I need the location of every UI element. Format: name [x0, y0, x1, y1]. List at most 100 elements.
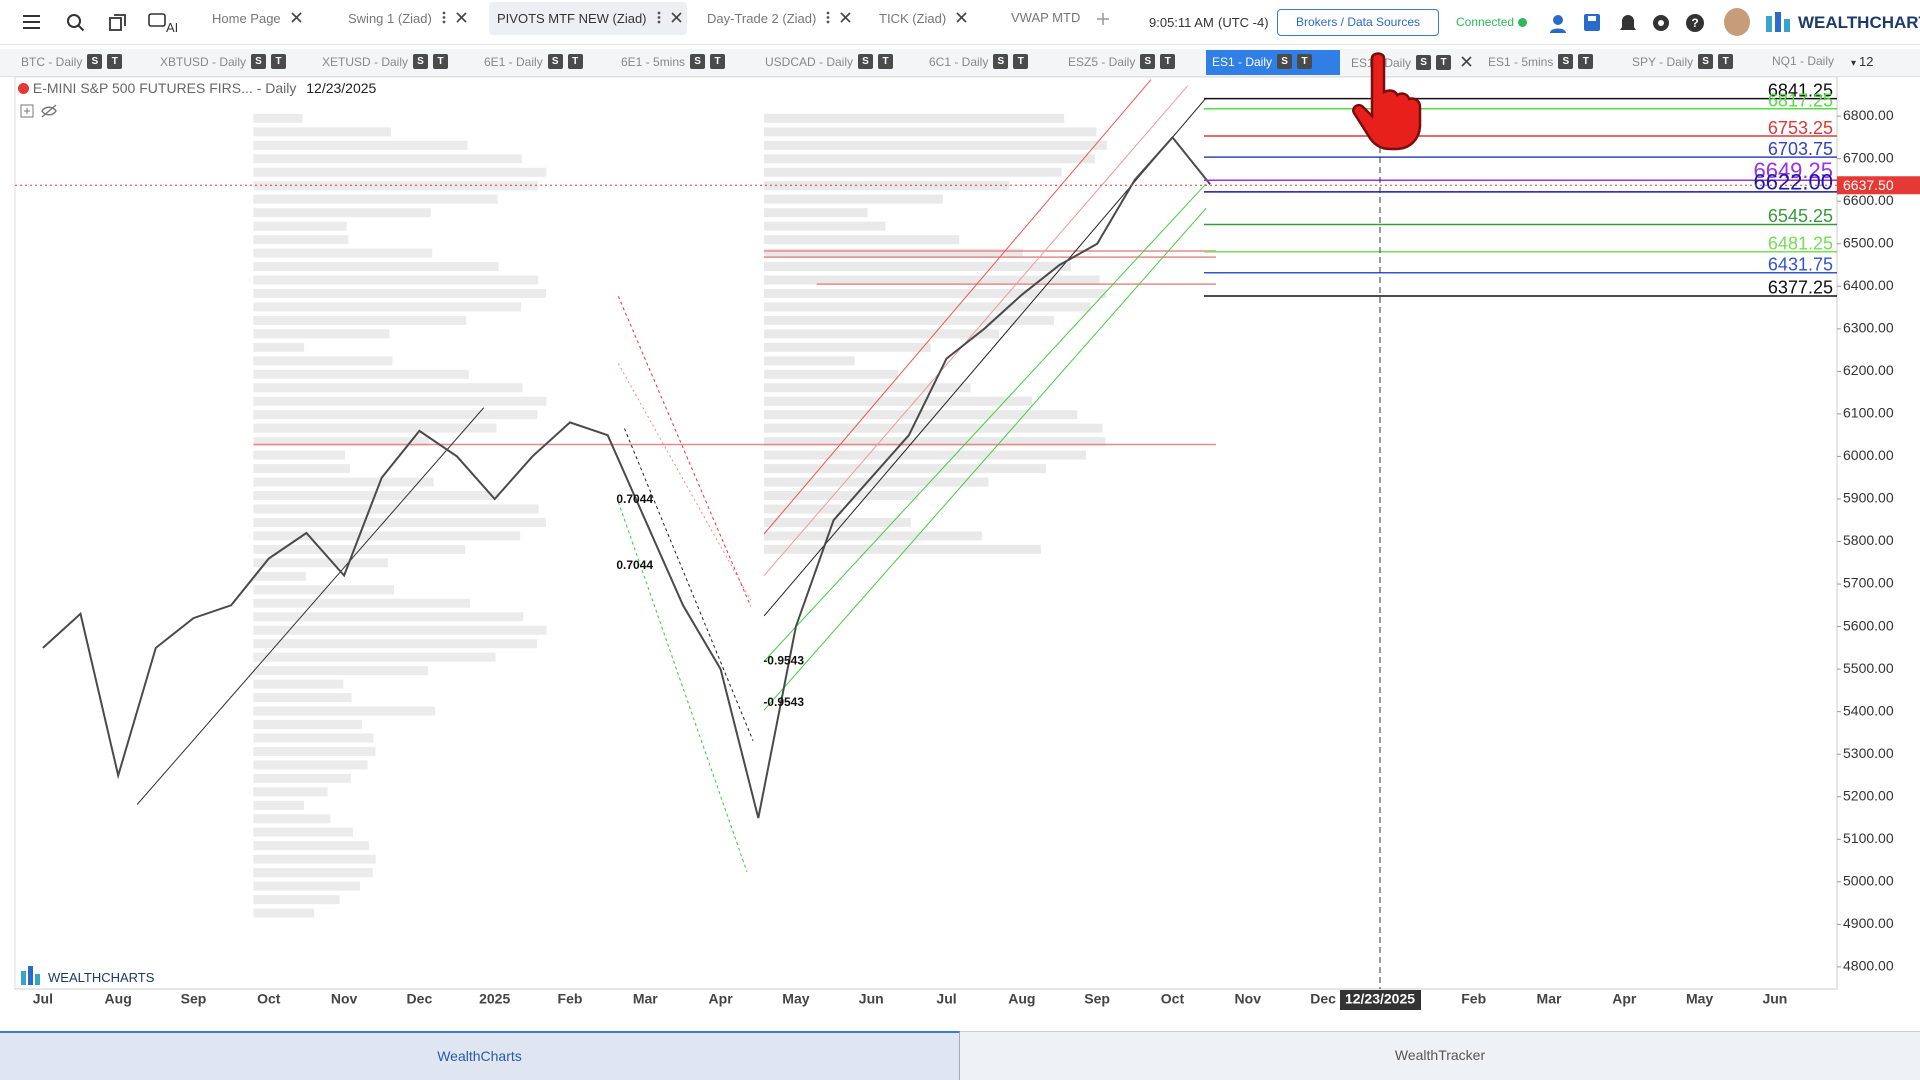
volume-profile-bar	[764, 127, 1097, 137]
volume-profile-bar	[764, 450, 1087, 460]
tab-label: Swing 1 (Ziad)	[348, 11, 432, 26]
chart-tab[interactable]: 6E1 - 5mins S T	[621, 54, 726, 69]
y-tick-label: 5800.00	[1843, 532, 1894, 548]
level-label: 6481.25	[1768, 233, 1833, 253]
toolbar-icons[interactable]: ?	[1548, 11, 1718, 35]
x-tick-label: Nov	[1235, 991, 1262, 1007]
volume-profile-bar	[253, 396, 547, 406]
volume-profile-bar	[764, 477, 989, 487]
chart-tab-label: ES1 - 5mins	[1488, 54, 1554, 69]
y-tick-label: 5400.00	[1843, 702, 1894, 718]
chart-tab-label: SPY - Daily	[1632, 54, 1694, 69]
active-tab-bg	[489, 2, 687, 35]
trend-line	[624, 428, 754, 742]
volume-profile-bar	[253, 302, 522, 312]
tab[interactable]: Day-Trade 2 (Ziad)	[707, 10, 851, 27]
chart-tab-label: ES1 - Daily	[1212, 54, 1273, 69]
interval: - Daily	[256, 80, 297, 96]
x-tick-label: Apr	[1612, 991, 1637, 1007]
chart-tab[interactable]: 6E1 - Daily S T	[484, 54, 583, 69]
bottom-tab-active[interactable]: WealthCharts	[0, 1031, 960, 1080]
x-tick-label: Jun	[1762, 991, 1787, 1007]
badge: T	[1436, 55, 1452, 70]
tab[interactable]: VWAP MTD	[1011, 10, 1080, 25]
brokers-button[interactable]: Brokers / Data Sources	[1277, 9, 1439, 36]
volume-profile-bar	[253, 625, 547, 635]
chart-tab[interactable]: NQ1 - Daily	[1772, 54, 1834, 68]
badge: T	[433, 54, 449, 69]
volume-profile-bar	[253, 571, 306, 581]
volume-profile-bar	[764, 464, 1047, 474]
tab[interactable]: Swing 1 (Ziad)	[348, 10, 467, 27]
volume-profile-bar	[253, 531, 521, 541]
level-label: 6377.25	[1768, 278, 1833, 298]
chart-tab[interactable]: BTC - Daily S T	[21, 54, 123, 69]
price-line	[42, 135, 1211, 819]
x-tick-label: May	[1686, 991, 1713, 1007]
tab[interactable]: Home Page	[212, 10, 302, 27]
volume-profile-bar	[764, 248, 1023, 258]
tab-count[interactable]: ▾ 12	[1851, 54, 1874, 69]
close-icon[interactable]	[840, 10, 851, 27]
level-label: 6841.25	[1768, 80, 1833, 100]
volume-profile-bar	[253, 881, 361, 891]
menu-dots[interactable]	[826, 11, 830, 27]
volume-profile-bar	[253, 760, 368, 770]
search-icon[interactable]	[66, 13, 86, 33]
close-icon[interactable]	[670, 10, 682, 27]
trend-line	[617, 501, 748, 873]
menu-dots[interactable]	[442, 11, 446, 27]
volume-profile-bar	[253, 787, 328, 797]
add-tab[interactable]	[1096, 9, 1110, 32]
clock: 9:05:11 AM	[1149, 15, 1214, 30]
chart-tab[interactable]: SPY - Daily S T	[1632, 54, 1734, 69]
logo-icon	[1766, 12, 1790, 32]
badge: T	[1160, 54, 1176, 69]
trend-line	[763, 183, 1207, 662]
volume-profile-bar	[764, 356, 855, 366]
tab[interactable]: PIVOTS MTF NEW (Ziad)	[497, 10, 682, 27]
bottom-tab[interactable]: WealthTracker	[960, 1031, 1920, 1080]
layout-icon[interactable]	[108, 13, 128, 33]
chart-tab[interactable]: ESZ5 - Daily S T	[1068, 54, 1176, 69]
volume-profile-bar	[253, 194, 498, 204]
x-tick-label: Jul	[936, 991, 956, 1007]
menu-dots[interactable]	[657, 11, 661, 27]
chart-tab[interactable]: USDCAD - Daily S T	[765, 54, 894, 69]
y-tick-label: 6600.00	[1843, 192, 1894, 208]
chart-tab-label: 6E1 - Daily	[484, 54, 543, 69]
volume-profile-bar	[253, 423, 497, 433]
trend-line	[136, 407, 485, 805]
close-icon[interactable]	[456, 10, 467, 27]
volume-profile-bar	[764, 504, 842, 514]
badge: T	[1578, 54, 1594, 69]
chart-tab[interactable]: ES1 - 5mins S T	[1488, 54, 1594, 69]
volume-profile-bar	[764, 396, 1033, 406]
avatar[interactable]	[1724, 8, 1750, 36]
volume-profile-bar	[253, 895, 340, 905]
brokers-label: Brokers / Data Sources	[1295, 15, 1421, 29]
volume-profile-bar	[253, 154, 522, 164]
chart-tab[interactable]: XETUSD - Daily S T	[322, 54, 449, 69]
close-icon[interactable]	[1461, 54, 1472, 71]
volume-profile-bar	[253, 585, 395, 595]
chart-tab[interactable]: 6C1 - Daily S T	[929, 54, 1029, 69]
current-price-badge	[1837, 176, 1920, 195]
volume-profile-bar	[253, 814, 331, 824]
y-tick-label: 6300.00	[1843, 320, 1894, 336]
x-tick-label: Aug	[1008, 991, 1035, 1007]
ai-icon[interactable]	[148, 12, 172, 32]
y-tick-label: 5500.00	[1843, 660, 1894, 676]
chart-tab[interactable]: XBTUSD - Daily S T	[160, 54, 287, 69]
tab[interactable]: TICK (Ziad)	[879, 10, 967, 27]
close-icon[interactable]	[956, 10, 967, 27]
y-tick-label: 6100.00	[1843, 405, 1894, 421]
close-icon[interactable]	[291, 10, 302, 27]
volume-profile-bar	[253, 800, 304, 810]
header-tools[interactable]	[20, 104, 60, 120]
menu-icon[interactable]	[22, 13, 42, 31]
badge: S	[858, 54, 874, 69]
ai-label: AI	[166, 20, 179, 35]
volume-profile-bar	[764, 208, 868, 218]
